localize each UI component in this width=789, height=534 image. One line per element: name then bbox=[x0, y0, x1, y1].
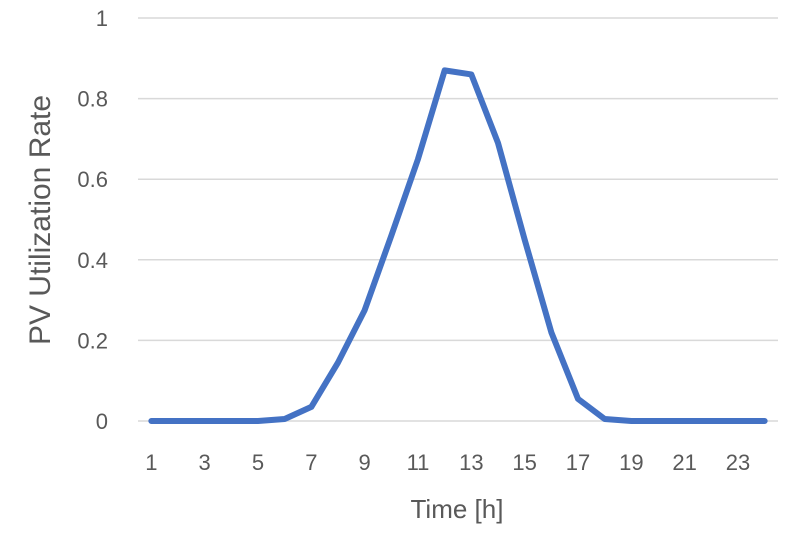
y-tick-label: 1 bbox=[96, 6, 108, 31]
x-tick-label: 13 bbox=[459, 450, 483, 475]
x-tick-label: 21 bbox=[672, 450, 696, 475]
series-line-0 bbox=[151, 70, 764, 421]
x-tick-label: 5 bbox=[252, 450, 264, 475]
x-tick-label: 19 bbox=[619, 450, 643, 475]
x-tick-label: 23 bbox=[726, 450, 750, 475]
x-tick-label: 1 bbox=[145, 450, 157, 475]
y-axis-title: PV Utilization Rate bbox=[24, 95, 57, 345]
y-tick-label: 0.4 bbox=[77, 248, 108, 273]
y-tick-labels: 0 0.2 0.4 0.6 0.8 1 bbox=[77, 6, 108, 434]
x-tick-label: 7 bbox=[305, 450, 317, 475]
gridlines bbox=[138, 18, 778, 421]
x-tick-label: 3 bbox=[199, 450, 211, 475]
y-tick-label: 0 bbox=[96, 409, 108, 434]
y-tick-label: 0.6 bbox=[77, 167, 108, 192]
y-tick-label: 0.8 bbox=[77, 87, 108, 112]
x-tick-label: 11 bbox=[407, 450, 430, 475]
y-tick-label: 0.2 bbox=[77, 328, 108, 353]
x-tick-label: 15 bbox=[512, 450, 536, 475]
x-tick-label: 17 bbox=[566, 450, 590, 475]
series-layer bbox=[151, 70, 765, 421]
x-axis-title: Time [h] bbox=[411, 494, 504, 524]
x-tick-label: 9 bbox=[359, 450, 371, 475]
